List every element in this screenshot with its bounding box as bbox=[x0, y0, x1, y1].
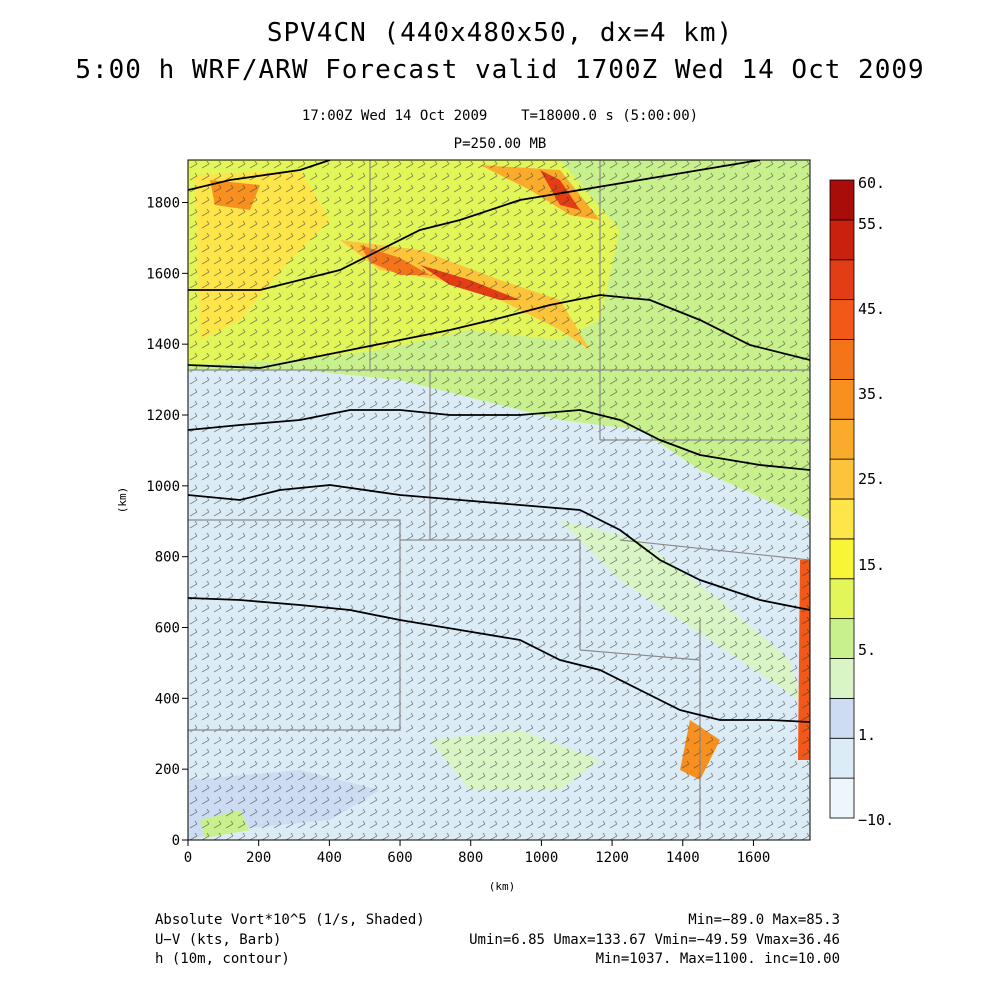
title-line-2: 5:00 h WRF/ARW Forecast valid 1700Z Wed … bbox=[75, 55, 925, 85]
colorbar-swatch bbox=[829, 458, 855, 500]
colorbar-label: 55. bbox=[858, 215, 885, 233]
pressure-level: P=250.00 MB bbox=[453, 136, 547, 152]
colorbar-swatch bbox=[829, 538, 855, 580]
x-tick-label: 1600 bbox=[737, 850, 771, 866]
x-tick-label: 1200 bbox=[595, 850, 629, 866]
colorbar-swatch bbox=[829, 259, 855, 301]
footer-field1-stats: Min=−89.0 Max=85.3 bbox=[688, 912, 840, 928]
x-tick-label: 800 bbox=[458, 850, 483, 866]
title-line-1: SPV4CN (440x480x50, dx=4 km) bbox=[266, 18, 734, 48]
y-tick-label: 1400 bbox=[146, 337, 180, 353]
colorbar-swatch bbox=[829, 219, 855, 261]
x-tick-label: 400 bbox=[317, 850, 342, 866]
y-tick-label: 1000 bbox=[146, 479, 180, 495]
vorticity-shading bbox=[188, 160, 810, 840]
plot-frame bbox=[187, 159, 811, 841]
footer-field2-name: U−V (kts, Barb) bbox=[155, 932, 282, 948]
colorbar-label: 1. bbox=[858, 726, 876, 744]
x-axis: 0 200 400 600 800 1000 1200 1400 1600 bbox=[184, 840, 771, 866]
colorbar-label: 5. bbox=[858, 641, 876, 659]
footer-field2-stats: Umin=6.85 Umax=133.67 Vmin=−49.59 Vmax=3… bbox=[469, 932, 840, 948]
x-tick-label: 1000 bbox=[525, 850, 559, 866]
x-tick-label: 200 bbox=[246, 850, 271, 866]
footer-field3-stats: Min=1037. Max=1100. inc=10.00 bbox=[595, 951, 840, 967]
y-tick-label: 800 bbox=[155, 550, 180, 566]
y-tick-label: 400 bbox=[155, 691, 180, 707]
y-axis-label: (km) bbox=[116, 487, 129, 514]
x-tick-label: 0 bbox=[184, 850, 192, 866]
colorbar-swatch bbox=[829, 378, 855, 420]
colorbar-swatch bbox=[829, 578, 855, 620]
x-tick-label: 600 bbox=[387, 850, 412, 866]
y-tick-label: 1800 bbox=[146, 196, 180, 212]
colorbar-swatch bbox=[829, 658, 855, 699]
colorbar-swatch bbox=[829, 299, 855, 340]
colorbar-label: 45. bbox=[858, 300, 885, 318]
x-tick-label: 1400 bbox=[666, 850, 700, 866]
y-tick-label: 1600 bbox=[146, 266, 180, 282]
colorbar-label: 25. bbox=[858, 470, 885, 488]
colorbar-label: 15. bbox=[858, 556, 885, 574]
x-axis-label: (km) bbox=[489, 880, 516, 893]
colorbar-swatch bbox=[829, 498, 855, 540]
y-axis: 0 200 400 600 800 1000 1200 1400 1600 1800 bbox=[146, 196, 188, 849]
colorbar-swatch bbox=[829, 339, 855, 380]
y-tick-label: 0 bbox=[172, 833, 180, 849]
colorbar bbox=[829, 179, 855, 819]
footer-field3-name: h (10m, contour) bbox=[155, 951, 290, 967]
colorbar-swatch bbox=[829, 179, 855, 221]
y-tick-label: 200 bbox=[155, 762, 180, 778]
colorbar-swatch bbox=[829, 418, 855, 460]
time-subtitle: 17:00Z Wed 14 Oct 2009 T=18000.0 s (5:00… bbox=[0, 108, 1000, 124]
colorbar-label: −10. bbox=[858, 811, 894, 829]
colorbar-label: 35. bbox=[858, 385, 885, 403]
colorbar-swatch bbox=[829, 737, 855, 779]
colorbar-label: 60. bbox=[858, 174, 885, 192]
y-tick-label: 600 bbox=[155, 621, 180, 637]
time-info: T=18000.0 s (5:00:00) bbox=[521, 108, 699, 124]
colorbar-swatch bbox=[829, 618, 855, 659]
colorbar-swatch bbox=[829, 777, 855, 819]
colorbar-swatch bbox=[829, 697, 855, 739]
colorbar-labels: 60. 55. 45. 35. 25. 15. 5. 1. −10. bbox=[858, 174, 894, 829]
valid-time: 17:00Z Wed 14 Oct 2009 bbox=[301, 108, 488, 124]
footer-field1-name: Absolute Vort*10^5 (1/s, Shaded) bbox=[155, 912, 425, 928]
y-tick-label: 1200 bbox=[146, 408, 180, 424]
